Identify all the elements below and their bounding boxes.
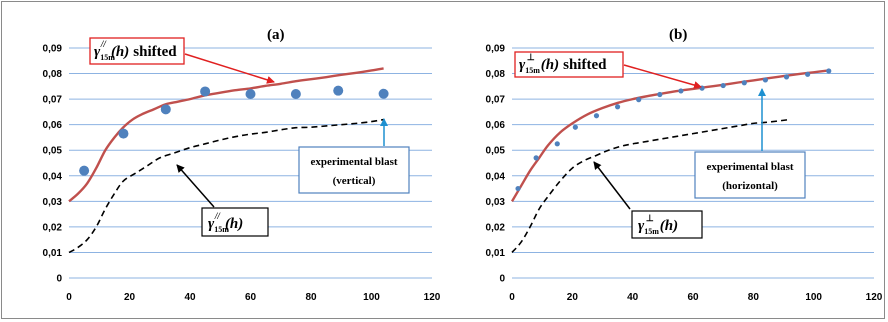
plain-arrow-a xyxy=(176,164,215,208)
shifted-label-a: γ15m//(h) shifted xyxy=(94,39,177,62)
grid-b xyxy=(512,47,874,279)
x-tick-label: 80 xyxy=(748,292,760,303)
data-point-b xyxy=(678,88,684,94)
y-tick-label: 0,05 xyxy=(43,146,63,157)
y-tick-label: 0,08 xyxy=(486,69,506,80)
y-tick-label: 0,06 xyxy=(43,120,63,131)
y-tick-label: 0,02 xyxy=(486,222,506,233)
y-tick-label: 0,04 xyxy=(43,171,63,182)
plain-arrow-b xyxy=(593,161,631,210)
shifted-arrow-b xyxy=(623,64,702,89)
y-tick-label: 0,07 xyxy=(486,95,506,106)
y-tick-label: 0,08 xyxy=(43,69,63,80)
exp-label-box-a xyxy=(298,146,410,194)
plain-label-b: γ15m⊥ (h) xyxy=(638,213,678,236)
x-ticks-b: 0 20 40 60 80 100 120 xyxy=(509,292,883,303)
data-point-a xyxy=(160,104,171,115)
data-point-b xyxy=(593,113,600,119)
y-tick-label: 0,07 xyxy=(43,95,63,106)
shifted-label-box-b xyxy=(514,51,624,78)
data-point-a xyxy=(245,89,256,99)
data-point-a xyxy=(79,165,90,176)
series-line-unshifted-a xyxy=(68,118,384,254)
shifted-arrow-a xyxy=(184,53,275,84)
x-tick-label: 60 xyxy=(687,292,699,303)
data-point-b xyxy=(805,71,811,77)
y-tick-label: 0,04 xyxy=(486,171,506,182)
data-point-b xyxy=(515,185,521,192)
data-point-b xyxy=(572,124,578,130)
exp-label-line2-a: (vertical) xyxy=(333,175,376,187)
y-ticks-b: 0 0,01 0,02 0,03 0,04 0,05 0,06 0,07 0,08 0,09 xyxy=(486,44,506,285)
y-tick-label: 0,03 xyxy=(43,197,63,208)
data-point-a xyxy=(290,89,301,99)
data-point-b xyxy=(741,80,747,86)
series-line-unshifted-b xyxy=(511,118,790,253)
x-tick-label: 20 xyxy=(567,292,579,303)
plain-label-box-b xyxy=(631,210,703,239)
y-tick-label: 0 xyxy=(499,274,505,285)
y-tick-label: 0,05 xyxy=(486,146,506,157)
series-a xyxy=(68,67,389,254)
y-tick-label: 0,06 xyxy=(486,120,506,131)
exp-label-line2-b: (horizontal) xyxy=(722,180,778,192)
panel-label-a: (a) xyxy=(267,27,285,43)
series-line-shifted-b xyxy=(510,69,829,202)
plain-label-box-a xyxy=(201,207,269,237)
chart-b: 0 0,01 0,02 0,03 0,04 0,05 0,06 0,07 0,08 0,09 0 2… xyxy=(486,27,883,303)
x-tick-label: 60 xyxy=(245,292,257,303)
series-line-shifted-a xyxy=(68,67,384,203)
y-tick-label: 0,01 xyxy=(486,248,506,259)
shifted-label-box-a xyxy=(89,37,185,65)
x-tick-label: 100 xyxy=(805,292,822,303)
y-tick-label: 0,02 xyxy=(43,222,63,233)
y-tick-label: 0 xyxy=(56,274,62,285)
data-point-a xyxy=(333,85,344,96)
series-b xyxy=(510,68,832,253)
data-point-b xyxy=(783,74,790,80)
panel-label-b: (b) xyxy=(669,27,687,43)
x-tick-label: 100 xyxy=(363,292,380,303)
y-tick-label: 0,09 xyxy=(486,44,506,55)
exp-label-line1-b: experimental blast xyxy=(706,161,793,173)
plain-label-a: γ15m//(h) xyxy=(208,211,243,234)
data-point-a xyxy=(378,88,389,99)
x-tick-label: 40 xyxy=(184,292,196,303)
x-tick-label: 120 xyxy=(866,292,883,303)
data-point-b xyxy=(657,91,663,98)
data-point-b xyxy=(533,155,539,161)
exp-label-box-b xyxy=(694,151,806,199)
data-point-b xyxy=(720,82,726,89)
data-point-a xyxy=(200,86,211,97)
exp-label-line1-a: experimental blast xyxy=(310,156,397,168)
data-point-b xyxy=(636,97,642,103)
x-tick-label: 80 xyxy=(305,292,317,303)
y-tick-label: 0,01 xyxy=(43,248,63,259)
y-tick-label: 0,09 xyxy=(43,44,63,55)
data-point-a xyxy=(118,128,129,139)
x-tick-label: 0 xyxy=(66,292,72,303)
shifted-label-b: γ15m⊥ (h) shifted xyxy=(519,52,607,75)
y-ticks-a: 0 0,01 0,02 0,03 0,04 0,05 0,06 0,07 0,08 0,09 xyxy=(43,44,63,285)
y-tick-label: 0,03 xyxy=(486,197,506,208)
x-ticks-a: 0 20 40 60 80 100 120 xyxy=(66,292,441,303)
data-point-b xyxy=(554,141,560,147)
x-tick-label: 0 xyxy=(509,292,515,303)
grid-a xyxy=(69,47,432,279)
x-tick-label: 40 xyxy=(627,292,639,303)
x-tick-label: 20 xyxy=(124,292,136,303)
data-point-b xyxy=(826,68,832,74)
x-tick-label: 120 xyxy=(424,292,441,303)
data-point-b xyxy=(762,77,769,83)
data-point-b xyxy=(614,104,621,110)
chart-a: 0 0,01 0,02 0,03 0,04 0,05 0,06 0,07 0,08 0,09 0 2… xyxy=(43,27,441,303)
